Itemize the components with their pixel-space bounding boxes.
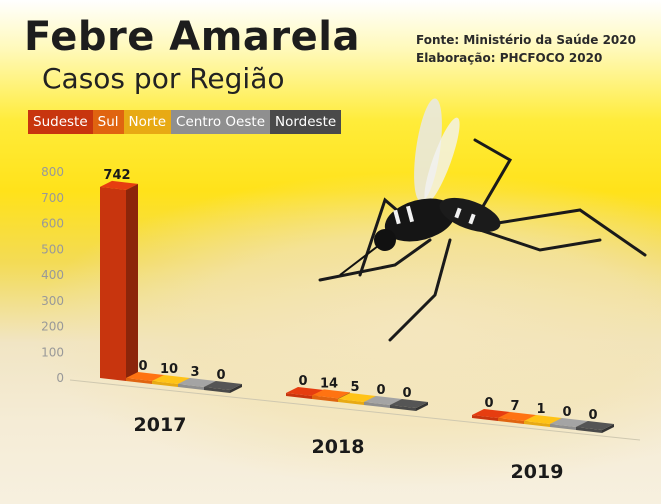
bar-centro-oeste-2019 [550,423,576,430]
data-label-sudeste-2018: 0 [298,374,307,389]
y-tick-label: 800 [41,165,64,179]
bar-top-sul-2018 [312,389,350,399]
bar-top-nordeste-2017 [204,380,242,390]
legend-item-sudeste: Sudeste [28,110,93,134]
bar-nordeste-2018 [390,404,416,411]
bar-norte-2017 [152,380,178,387]
legend-item-centro-oeste: Centro Oeste [171,110,270,134]
bar-top-sul-2019 [498,411,536,421]
data-label-nordeste-2017: 0 [216,368,225,383]
mosquito-image [318,98,647,342]
y-tick-label: 300 [41,294,64,308]
bar-group-2019: 0 7 1 0 0 [472,396,614,433]
bar-nordeste-2019 [576,426,602,433]
data-label-norte-2017: 10 [160,362,178,377]
x-axis-line [69,379,641,441]
bar-side-nordeste-2019 [602,423,614,433]
y-tick-label: 700 [41,191,64,205]
bar-norte-2018 [338,398,364,405]
bar-top-sudeste-2018 [286,387,324,396]
bar-top-norte-2019 [524,414,562,424]
data-label-centro-oeste-2018: 0 [376,383,385,398]
bar-sudeste-2018 [286,393,312,399]
bar-top-centro-oeste-2017 [178,377,216,387]
y-tick-label: 400 [41,268,64,282]
x-tick-label-2017: 2017 [134,414,187,436]
bar-centro-oeste-2017 [178,383,204,390]
bar-side-nordeste-2017 [230,383,242,393]
data-label-norte-2019: 1 [536,402,545,417]
y-tick-label: 500 [41,242,64,256]
y-tick-label: 600 [41,217,64,231]
legend-item-norte: Norte [123,110,172,134]
bar-side-sudeste-2017 [126,183,138,381]
legend-item-sul: Sul [92,110,124,134]
legend-item-nordeste: Nordeste [270,110,342,134]
data-label-centro-oeste-2017: 3 [190,365,199,380]
bar-group-2018: 0 14 5 0 0 [286,374,428,411]
bar-group-2017: 742 0 10 3 0 [100,168,242,393]
y-tick-label: 200 [41,320,64,334]
data-label-norte-2018: 5 [350,380,359,395]
bar-sul-2019 [498,417,524,424]
x-tick-label-2019: 2019 [511,461,564,483]
bar-top-centro-oeste-2019 [550,417,588,427]
source-block: Fonte: Ministério da Saúde 2020 Elaboraç… [416,31,636,67]
bar-sul-2017 [126,377,152,384]
data-label-sul-2019: 7 [510,399,519,414]
y-axis: 0 100 200 300 400 500 600 700 800 [41,165,64,385]
bar-sudeste-2017 [100,186,126,381]
y-tick-label: 0 [56,371,64,385]
y-tick-label: 100 [41,345,64,359]
chart-subtitle: Casos por Região [42,62,285,95]
data-label-sudeste-2019: 0 [484,396,493,411]
x-tick-label-2018: 2018 [312,436,365,458]
data-label-nordeste-2018: 0 [402,386,411,401]
bar-top-norte-2018 [338,392,376,402]
bar-top-sudeste-2019 [472,409,510,418]
bar-sudeste-2019 [472,415,498,421]
bar-top-norte-2017 [152,374,190,384]
chart-legend: Sudeste Sul Norte Centro Oeste Nordeste [28,110,342,134]
bar-nordeste-2017 [204,386,230,393]
data-label-nordeste-2019: 0 [588,408,597,423]
source-fonte: Fonte: Ministério da Saúde 2020 [416,33,636,47]
data-label-sudeste-2017: 742 [103,168,130,183]
bar-side-nordeste-2018 [416,401,428,411]
bar-top-nordeste-2019 [576,420,614,430]
bar-top-centro-oeste-2018 [364,395,402,405]
bar-sul-2018 [312,395,338,402]
chart-title: Febre Amarela [24,14,360,60]
data-label-sul-2018: 14 [320,376,338,391]
bar-norte-2019 [524,420,550,427]
bar-centro-oeste-2018 [364,401,390,408]
bar-top-sul-2017 [126,371,164,381]
data-label-centro-oeste-2019: 0 [562,405,571,420]
data-label-sul-2017: 0 [138,359,147,374]
bar-top-nordeste-2018 [390,398,428,408]
bar-top-sudeste-2017 [100,180,138,190]
source-elaboracao: Elaboração: PHCFOCO 2020 [416,51,603,65]
